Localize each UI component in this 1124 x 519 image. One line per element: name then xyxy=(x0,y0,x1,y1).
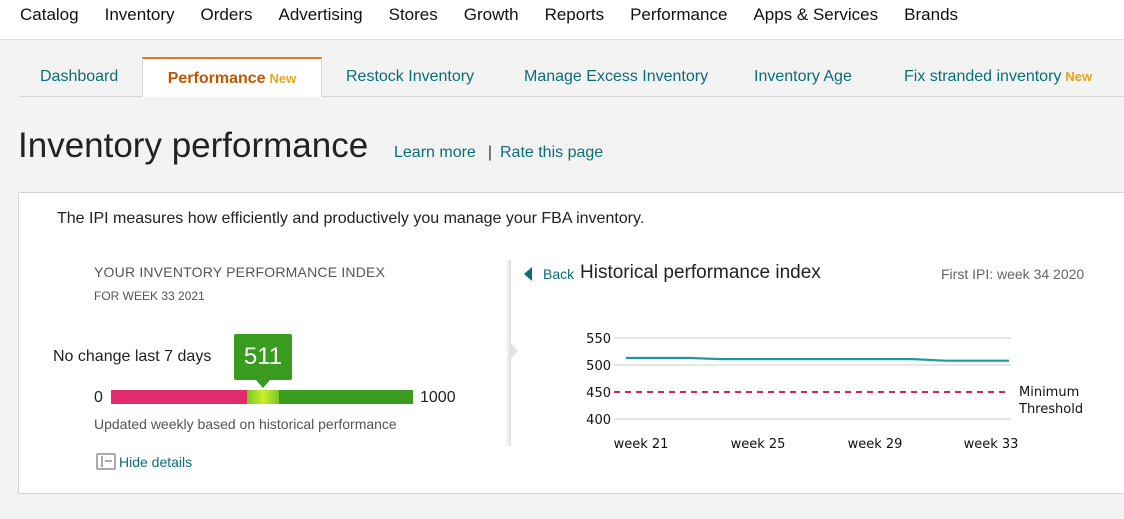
ipi-series-line xyxy=(626,356,1009,362)
bar-segment-marker xyxy=(247,390,279,404)
new-badge: New xyxy=(269,71,297,86)
change-text: No change last 7 days xyxy=(53,348,212,365)
nav-stores[interactable]: Stores xyxy=(388,5,438,24)
back-label: Back xyxy=(543,266,575,282)
ipi-score-badge: 511 xyxy=(234,334,292,388)
inventory-tabs: Dashboard Performance New Restock Invento… xyxy=(20,57,1124,97)
bar-segment-low xyxy=(111,390,247,404)
history-chart: 550 500 450 400 Minimum Threshold week 21 week … xyxy=(586,332,1083,452)
ipi-score-bar xyxy=(111,390,413,404)
collapse-panel-icon xyxy=(96,453,116,470)
x-tick-label: week 33 xyxy=(964,437,1019,452)
tab-label: Manage Excess Inventory xyxy=(524,68,709,85)
bar-segment-high xyxy=(279,390,413,404)
nav-apps-services[interactable]: Apps & Services xyxy=(753,5,879,24)
first-ipi-label: First IPI: week 34 2020 xyxy=(941,266,1085,282)
history-title: Historical performance index xyxy=(580,262,821,283)
ipi-card: The IPI measures how efficiently and pro… xyxy=(18,192,1124,494)
ipi-intro-text: The IPI measures how efficiently and pro… xyxy=(57,210,645,227)
tab-fix-stranded-inventory[interactable]: Fix stranded inventory New xyxy=(904,57,1092,97)
title-links: Learn more | Rate this page xyxy=(394,144,603,162)
back-link[interactable]: Back xyxy=(524,266,574,282)
ipi-week: FOR WEEK 33 2021 xyxy=(94,289,205,303)
y-tick-label: 550 xyxy=(586,332,611,347)
hide-details-label: Hide details xyxy=(119,453,193,470)
tab-label: Inventory Age xyxy=(754,68,852,85)
hide-details-link[interactable]: Hide details xyxy=(96,453,192,470)
tab-label: Fix stranded inventory xyxy=(904,68,1062,85)
tab-dashboard[interactable]: Dashboard xyxy=(40,57,118,97)
link-separator: | xyxy=(487,144,492,161)
x-tick-label: week 29 xyxy=(848,437,903,452)
y-tick-label: 450 xyxy=(586,386,611,401)
nav-brands[interactable]: Brands xyxy=(904,5,959,24)
nav-advertising[interactable]: Advertising xyxy=(278,5,363,24)
scale-min-label: 0 xyxy=(94,389,103,406)
updated-note: Updated weekly based on historical perfo… xyxy=(94,416,397,432)
tab-label: Dashboard xyxy=(40,68,119,85)
top-nav: Catalog Inventory Orders Advertising Sto… xyxy=(0,0,1124,40)
ipi-heading: YOUR INVENTORY PERFORMANCE INDEX xyxy=(94,264,386,280)
tab-label: Restock Inventory xyxy=(346,68,475,85)
y-tick-label: 500 xyxy=(586,359,611,374)
tab-performance[interactable]: Performance New xyxy=(142,57,322,97)
rate-page-link[interactable]: Rate this page xyxy=(499,144,604,161)
nav-inventory[interactable]: Inventory xyxy=(104,5,175,24)
new-badge: New xyxy=(1065,69,1093,84)
page-title: Inventory performance xyxy=(18,126,369,165)
tab-manage-excess-inventory[interactable]: Manage Excess Inventory xyxy=(524,57,708,97)
nav-performance[interactable]: Performance xyxy=(630,5,728,24)
tab-inventory-age[interactable]: Inventory Age xyxy=(754,57,852,97)
x-tick-label: week 25 xyxy=(731,437,786,452)
nav-growth[interactable]: Growth xyxy=(463,5,519,24)
divider-arrow-icon xyxy=(509,341,518,361)
nav-reports[interactable]: Reports xyxy=(544,5,605,24)
back-arrow-icon xyxy=(524,267,532,281)
scale-max-label: 1000 xyxy=(420,389,456,406)
y-tick-label: 400 xyxy=(586,413,611,428)
tab-label: Performance xyxy=(167,70,266,87)
learn-more-link[interactable]: Learn more xyxy=(394,144,476,161)
threshold-label: Minimum xyxy=(1019,385,1079,400)
tab-restock-inventory[interactable]: Restock Inventory xyxy=(346,57,474,97)
threshold-label: Threshold xyxy=(1018,402,1083,417)
nav-catalog[interactable]: Catalog xyxy=(20,5,79,24)
x-tick-label: week 21 xyxy=(614,437,669,452)
nav-orders[interactable]: Orders xyxy=(200,5,253,24)
